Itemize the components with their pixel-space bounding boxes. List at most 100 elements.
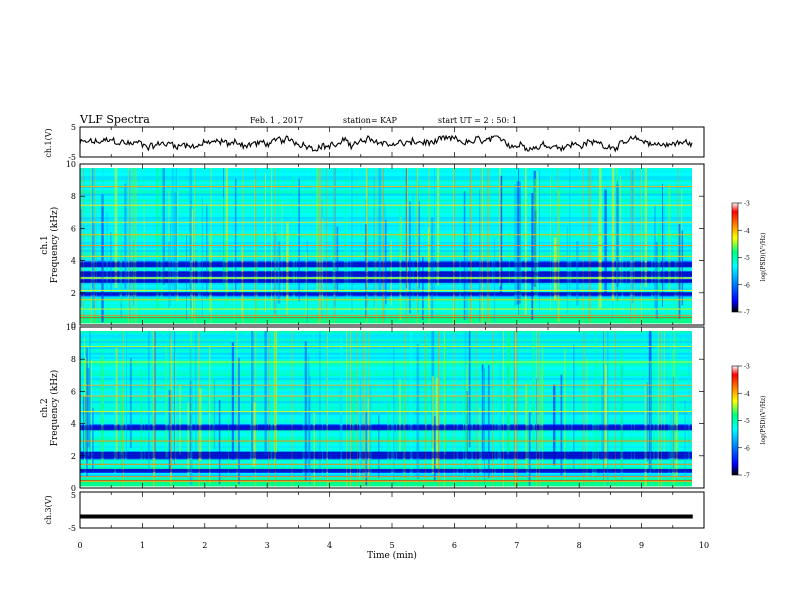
spectrogram-row (80, 197, 692, 200)
colorbar-tick-label: -6 (744, 282, 750, 289)
spectrogram-streak (119, 356, 121, 461)
spectrogram-row (80, 478, 692, 481)
ch2-spectrogram-ytick-labels: 0 2 4 6 8 10 (66, 323, 76, 493)
spectrogram-streak (148, 331, 150, 471)
spectrogram-streak (119, 213, 123, 304)
ch2-colorbar-gradient (731, 365, 739, 476)
spectrogram-row (80, 342, 692, 346)
spectrogram-row (80, 202, 692, 206)
spectrogram-row (80, 389, 692, 392)
x-tick-label: 6 (452, 541, 457, 550)
spectrogram-row (80, 437, 692, 440)
ch2-spectrogram-ticks (79, 326, 705, 489)
spectrogram-row (80, 406, 692, 409)
spectrogram-row (80, 206, 692, 210)
spectrogram-row (80, 354, 692, 357)
spectrogram-streak (213, 379, 216, 450)
spectrogram-row (80, 398, 692, 402)
spectrogram-streak (518, 181, 521, 304)
spectrogram-streak (195, 331, 197, 453)
spectrogram-row (80, 358, 692, 361)
ch1-spectrogram-ticks (79, 163, 705, 326)
colorbar-tick-label: -5 (744, 255, 750, 262)
spectrogram-row (80, 482, 692, 485)
spectrogram-streak (634, 359, 636, 460)
spectrogram-streak (675, 410, 678, 478)
spectrogram-streak (526, 371, 529, 476)
colorbar-tick-label: -3 (744, 364, 750, 371)
spectrogram-streak (507, 331, 511, 451)
spectrogram-streak (592, 382, 595, 481)
spectrogram-streak (651, 219, 653, 319)
y-tick-label: 4 (71, 257, 76, 266)
spectrogram-streak (201, 197, 203, 319)
spectrogram-streak (114, 168, 118, 289)
spectrogram-row (80, 373, 692, 377)
spectrogram-row (80, 385, 692, 388)
spectrogram-streak (653, 355, 655, 472)
spectrogram-streak (675, 331, 678, 455)
spectrogram-row (80, 447, 692, 450)
spectrogram-row (80, 344, 692, 347)
spectrogram-streak (481, 364, 484, 461)
spectrogram-streak (385, 220, 387, 305)
spectrogram-row (80, 214, 692, 217)
spectrogram-streak (222, 197, 225, 286)
spectrogram-streak (468, 331, 471, 448)
spectrogram-dark-band (80, 292, 692, 296)
y-tick-label: 10 (66, 160, 76, 169)
spectrogram-row (80, 404, 692, 408)
spectrogram-streak (168, 189, 170, 286)
x-tick-label: 4 (327, 541, 332, 550)
spectrogram-streak (80, 373, 83, 452)
spectrogram-row (80, 381, 692, 384)
spectrogram-streak (233, 245, 235, 321)
spectrogram-row (80, 466, 692, 470)
spectrogram-streak (597, 363, 600, 464)
ch3-waveform-ylabel: ch.3(V) (44, 495, 53, 524)
spectrogram-streak (175, 168, 177, 290)
spectrogram-streak (406, 168, 408, 291)
spectrogram-streak (393, 346, 395, 484)
spectrogram-row (80, 369, 692, 373)
spectrogram-streak (206, 204, 208, 299)
x-tick-label: 10 (699, 541, 709, 550)
y-tick-label: 8 (71, 355, 76, 364)
spectrogram-streak (373, 177, 375, 307)
spectrogram-streak (264, 331, 267, 456)
spectrogram-dark-band (80, 468, 692, 473)
spectrogram-streak (197, 220, 199, 295)
spectrogram-streak (437, 168, 440, 286)
spectrogram-streak (570, 187, 572, 316)
spectrogram-row (80, 303, 692, 307)
spectrogram-streak (649, 362, 651, 474)
spectrogram-streak (174, 182, 176, 320)
spectrogram-row (80, 191, 692, 194)
spectrogram-row (80, 187, 692, 190)
spectrogram-streak (199, 388, 202, 461)
spectrogram-streak (144, 352, 146, 463)
spectrogram-streak (459, 207, 462, 312)
ch2-frequency-ylabel: Frequency (kHz) (49, 370, 60, 447)
colorbar-tick-label: -7 (744, 473, 750, 480)
spectrogram-streak (378, 168, 382, 293)
spectrogram-streak (456, 354, 459, 474)
spectrogram-row (80, 334, 692, 338)
spectrogram-streak (257, 331, 259, 451)
spectrogram-streak (603, 331, 605, 481)
spectrogram-streak (115, 347, 118, 459)
x-tick-label: 8 (577, 541, 582, 550)
spectrogram-streak (684, 400, 686, 486)
spectrogram-streak (322, 384, 324, 476)
spectrogram-streak (605, 364, 607, 467)
spectrogram-streak (86, 368, 90, 448)
spectrogram-row (80, 204, 692, 208)
ch1-waveform-ticks (79, 127, 705, 157)
ch1-colorbar: -3 -4 -5 -6 -7 log(PSD)(V²/Hz) (731, 201, 767, 317)
spectrogram-row (80, 175, 692, 179)
spectrogram-streak (225, 168, 228, 294)
spectrogram-streak (254, 179, 255, 297)
spectrogram-row (80, 195, 692, 198)
spectrogram-streak (174, 192, 177, 293)
